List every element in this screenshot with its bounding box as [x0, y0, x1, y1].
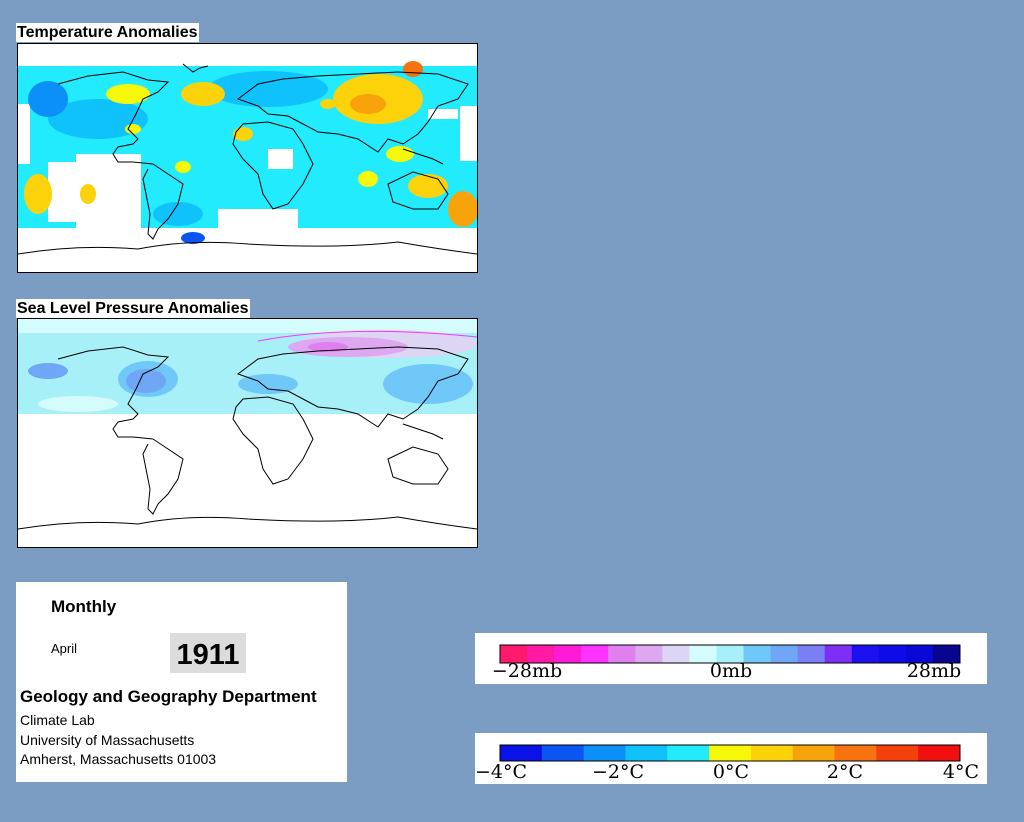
temperature-swatch — [500, 745, 543, 761]
pressure-label-min: −28mb — [492, 660, 562, 682]
pressure-color-bar — [499, 644, 961, 664]
temperature-label-zero: 0°C — [713, 761, 749, 783]
pressure-swatch — [905, 645, 934, 663]
pressure-swatch — [824, 645, 853, 663]
temperature-label-minus2: −2°C — [592, 761, 644, 783]
temperature-legend: −4°C −2°C 0°C 2°C 4°C — [475, 733, 987, 784]
pressure-legend: −28mb 0mb 28mb — [475, 633, 987, 684]
pressure-label-max: 28mb — [907, 660, 961, 682]
pressure-swatch — [716, 645, 745, 663]
pressure-map-title: Sea Level Pressure Anomalies — [16, 299, 250, 318]
department-name: Geology and Geography Department — [20, 687, 317, 706]
temperature-anomaly-map — [17, 43, 478, 273]
temperature-swatch — [709, 745, 752, 761]
pressure-swatch — [581, 645, 609, 663]
pressure-swatch — [743, 645, 772, 663]
pressure-swatch — [554, 645, 582, 663]
pressure-swatch — [797, 645, 826, 663]
address: Amherst, Massachusetts 01003 — [20, 751, 217, 767]
pressure-swatch — [500, 645, 528, 663]
info-panel: Monthly April 1911 Geology and Geography… — [16, 582, 347, 782]
pressure-swatch — [851, 645, 880, 663]
pressure-swatch — [932, 645, 961, 663]
temperature-swatch — [876, 745, 919, 761]
temperature-swatch — [750, 745, 794, 761]
pressure-bar-border — [499, 644, 961, 664]
temperature-swatch — [918, 745, 961, 761]
temperature-swatch — [625, 745, 668, 761]
temperature-swatch — [792, 745, 836, 761]
frequency-label: Monthly — [51, 597, 117, 616]
temperature-map-title: Temperature Anomalies — [16, 23, 199, 42]
temperature-swatch — [834, 745, 877, 761]
university-name: University of Massachusetts — [20, 732, 195, 748]
temperature-color-bar — [499, 744, 961, 762]
lab-name: Climate Lab — [20, 712, 95, 728]
temperature-bar-border — [499, 744, 961, 762]
temperature-swatch — [583, 745, 626, 761]
pressure-label-zero: 0mb — [710, 660, 752, 682]
year-display: 1911 — [170, 633, 246, 673]
pressure-swatch — [608, 645, 636, 663]
temperature-label-plus2: 2°C — [827, 761, 863, 783]
pressure-anomaly-map — [17, 318, 478, 548]
pressure-swatch — [770, 645, 799, 663]
pressure-swatch — [662, 645, 690, 663]
pressure-swatch — [878, 645, 907, 663]
pressure-swatch — [635, 645, 663, 663]
temperature-swatch — [667, 745, 710, 761]
temperature-swatch — [541, 745, 585, 761]
pressure-swatch — [527, 645, 555, 663]
pressure-swatch — [689, 645, 717, 663]
month-label: April — [51, 641, 78, 656]
temperature-label-minus4: −4°C — [475, 761, 527, 783]
temperature-label-plus4: 4°C — [943, 761, 979, 783]
